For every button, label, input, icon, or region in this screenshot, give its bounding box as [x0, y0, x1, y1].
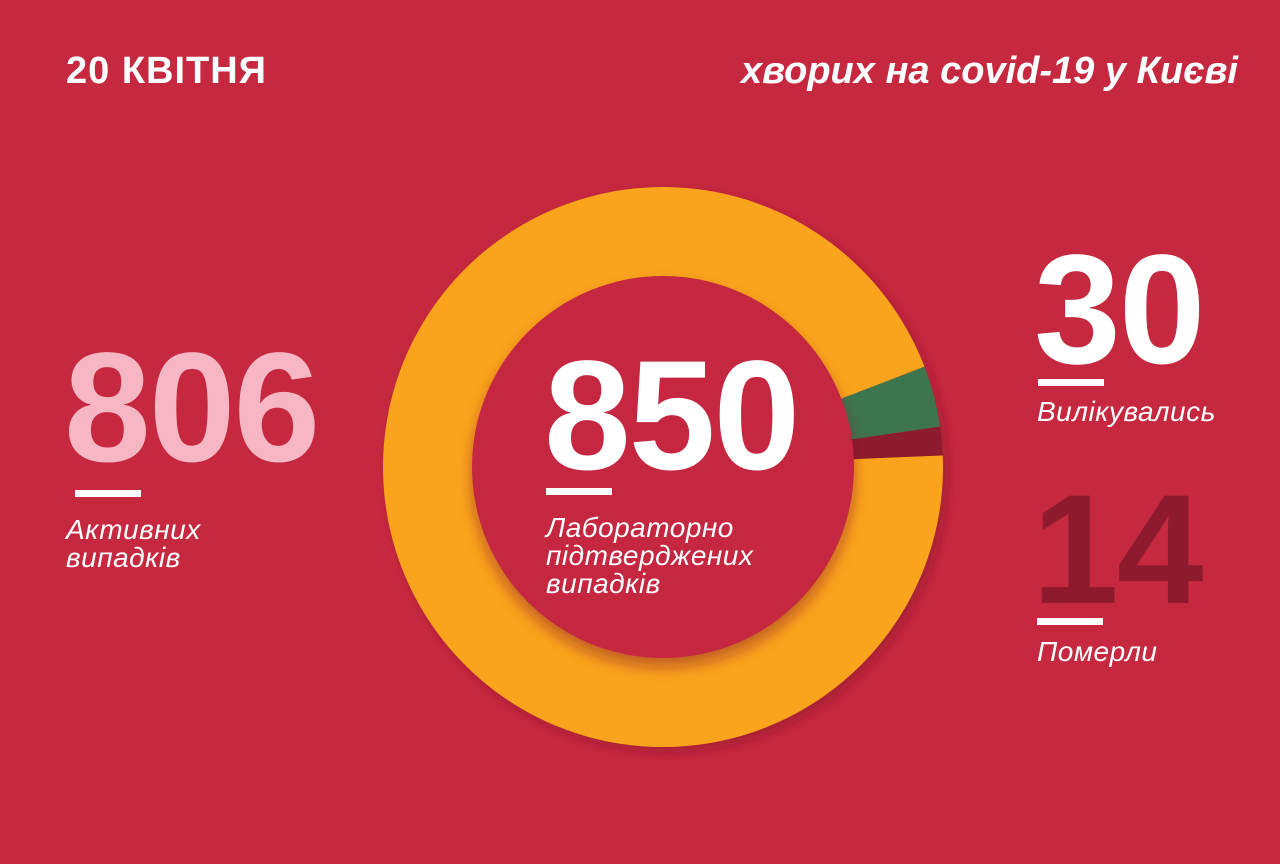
label-line: Померли: [1037, 636, 1158, 667]
date-label: 20 КВІТНЯ: [66, 50, 267, 92]
died-underline: [1037, 618, 1103, 625]
label-line: Вилікувались: [1037, 396, 1216, 427]
died-label: Померли: [1037, 638, 1157, 666]
died-value: 14: [1032, 463, 1204, 637]
label-line: Активних: [66, 514, 201, 545]
active-cases-label: Активних випадків: [66, 516, 201, 572]
total-confirmed-underline: [546, 488, 612, 495]
recovered-underline: [1038, 379, 1104, 386]
recovered-value: 30: [1034, 223, 1206, 397]
label-line: випадків: [66, 542, 181, 573]
label-line: підтверджених: [546, 540, 754, 571]
label-line: Лабораторно: [546, 512, 734, 543]
page-title: хворих на covid-19 у Києві: [740, 50, 1238, 92]
active-cases-value: 806: [64, 321, 320, 495]
total-confirmed-value: 850: [544, 329, 800, 503]
label-line: випадків: [546, 568, 661, 599]
recovered-label: Вилікувались: [1037, 398, 1216, 426]
active-cases-underline: [75, 490, 141, 497]
total-confirmed-label: Лабораторно підтверджених випадків: [546, 514, 753, 598]
